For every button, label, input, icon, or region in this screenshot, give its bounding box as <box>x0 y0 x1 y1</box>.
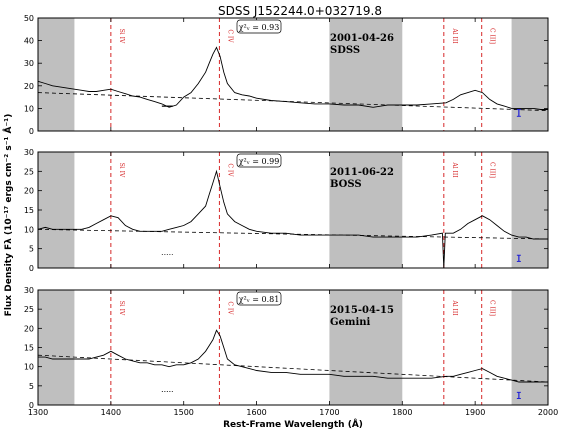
axes-frame <box>37 17 549 132</box>
emission-line-label: C IV <box>226 301 233 315</box>
emission-line-label: Si IV <box>118 301 125 316</box>
chi-square-label: χ²ᵥ = 0.93 <box>239 23 280 32</box>
y-tick-label: 20 <box>24 324 34 333</box>
axes-frame <box>37 289 549 406</box>
chi-square-box <box>236 291 282 306</box>
epoch-date-label: 2015-04-15 <box>330 305 394 316</box>
epoch-date-label: 2011-06-22 <box>330 167 394 178</box>
chi-square-label: χ²ᵥ = 0.99 <box>239 157 280 166</box>
chi-square-box <box>236 19 282 34</box>
y-tick-label: 15 <box>24 206 34 215</box>
y-tick-label: 10 <box>24 363 34 372</box>
x-tick-label: 2000 <box>538 408 558 417</box>
continuum-fit-line <box>37 354 549 383</box>
spectrum-panel-1: Si IV C IV Al III C III] 0 10 20 30 40 50 χ²ᵥ = 0.… <box>24 14 549 136</box>
y-tick-label: 0 <box>29 264 34 273</box>
shaded-region <box>38 290 75 405</box>
shaded-region <box>329 290 403 405</box>
emission-line-label: C III] <box>489 162 496 178</box>
shaded-region <box>38 152 75 268</box>
y-tick-label: 25 <box>24 167 34 176</box>
emission-line-label: Al III <box>451 161 458 178</box>
emission-line-label: C III] <box>489 28 496 44</box>
shaded-region <box>511 290 548 405</box>
spectrum-panel-3: Si IV C IV Al III C III] 0 5 10 15 20 25 30 1300 140… <box>24 286 558 417</box>
x-tick-label: 1300 <box>28 408 48 417</box>
shaded-region <box>511 152 548 268</box>
y-tick-label: 30 <box>24 148 34 157</box>
chi-square-label: χ²ᵥ = 0.81 <box>239 295 280 304</box>
chi-square-box <box>236 153 282 168</box>
shaded-region <box>329 18 403 131</box>
x-tick-label: 1900 <box>465 408 485 417</box>
emission-line-label: Si IV <box>118 29 125 44</box>
axes-frame <box>37 151 549 269</box>
y-tick-label: 20 <box>24 187 34 196</box>
spectrum-line <box>38 329 548 383</box>
emission-line-label: Al III <box>451 299 458 316</box>
emission-line-label: C IV <box>226 29 233 43</box>
shaded-region <box>329 152 403 268</box>
survey-label: Gemini <box>330 317 371 328</box>
y-tick-label: 15 <box>24 344 34 353</box>
shaded-region <box>511 18 548 131</box>
emission-line-label: Al III <box>451 27 458 44</box>
survey-label: SDSS <box>330 45 360 56</box>
y-tick-label: 30 <box>24 286 34 295</box>
x-tick-label: 1600 <box>246 408 266 417</box>
x-tick-label: 1800 <box>392 408 412 417</box>
y-tick-label: 5 <box>29 382 34 391</box>
survey-label: BOSS <box>330 179 362 190</box>
y-tick-label: 0 <box>29 401 34 410</box>
y-axis-title: Flux Density Fλ (10⁻¹⁷ ergs cm⁻² s⁻¹ Å⁻¹… <box>3 114 14 317</box>
x-tick-label: 1700 <box>319 408 339 417</box>
spectrum-line <box>37 46 548 110</box>
x-tick-label: 1500 <box>174 408 194 417</box>
y-tick-label: 50 <box>24 14 34 23</box>
x-axis-title: Rest-Frame Wavelength (Å) <box>223 419 363 430</box>
shaded-region <box>38 18 75 131</box>
y-tick-label: 20 <box>24 82 34 91</box>
emission-line-label: C IV <box>226 163 233 177</box>
emission-line-label: C III] <box>489 300 496 316</box>
spectrum-panel-2: Si IV C IV Al III C III] 0 5 10 15 20 25 30 χ²ᵥ = 0… <box>24 148 549 273</box>
y-tick-label: 30 <box>24 59 34 68</box>
spectrum-line <box>37 169 548 269</box>
figure-title: SDSS J152244.0+032719.8 <box>218 4 382 18</box>
y-tick-label: 5 <box>29 245 34 254</box>
y-tick-label: 10 <box>24 104 34 113</box>
continuum-fit-line <box>37 92 549 112</box>
x-tick-label: 1400 <box>101 408 121 417</box>
y-tick-label: 10 <box>24 225 34 234</box>
y-tick-label: 25 <box>24 305 34 314</box>
epoch-date-label: 2001-04-26 <box>330 33 394 44</box>
y-tick-label: 0 <box>29 127 34 136</box>
y-tick-label: 40 <box>24 37 34 46</box>
emission-line-label: Si IV <box>118 163 125 178</box>
